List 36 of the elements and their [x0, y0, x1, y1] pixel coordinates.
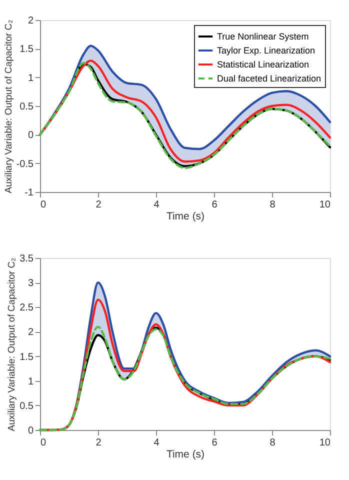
y-axis-title: Auxiliary Variable: Output of Capacitor C₂ [6, 257, 18, 432]
y-tick-label: 3 [28, 278, 34, 290]
y-tick-label: 1.5 [20, 44, 34, 56]
x-axis-title: Time (s) [166, 210, 205, 222]
x-tick-label: 4 [154, 200, 160, 210]
legend-label: Dual faceted Linearization [217, 74, 322, 84]
y-tick-label: 2 [28, 16, 34, 26]
y-tick-label: 0.5 [20, 102, 34, 112]
legend-label: True Nonlinear System [217, 32, 309, 42]
x-tick-label: 8 [270, 200, 276, 210]
legend-label: Taylor Exp. Linearization [217, 46, 316, 56]
x-tick-label: 2 [96, 438, 102, 448]
y-tick-label: 0 [28, 426, 34, 436]
y-tick-label: 1 [28, 72, 34, 84]
y-tick-label: 1.5 [20, 352, 34, 363]
x-tick-label: 4 [154, 438, 160, 448]
x-axis-title: Time (s) [166, 448, 205, 460]
y-axis-title: Auxiliary Variable: Output of Capacitor C₂ [3, 19, 14, 194]
y-tick-label: 1 [28, 376, 34, 388]
y-tick-label: 0.5 [20, 400, 34, 412]
y-tick-label: -0.5 [16, 158, 34, 170]
x-tick-label: 6 [212, 200, 218, 210]
x-tick-label: 6 [212, 438, 218, 448]
y-tick-label: 3.5 [20, 254, 34, 264]
y-tick-label: 2 [28, 327, 34, 338]
line-series [38, 44, 332, 150]
x-tick-label: 0 [40, 438, 46, 448]
y-tick-label: -1 [24, 188, 34, 198]
legend-label: Statistical Linearization [217, 60, 310, 70]
x-tick-label: 0 [40, 200, 46, 210]
x-tick-label: 10 [319, 200, 331, 210]
y-tick-label: 0 [28, 130, 34, 142]
x-tick-label: 2 [96, 200, 102, 210]
x-tick-label: 8 [270, 438, 276, 448]
x-tick-label: 10 [319, 438, 331, 448]
y-tick-label: 2.5 [20, 302, 34, 314]
